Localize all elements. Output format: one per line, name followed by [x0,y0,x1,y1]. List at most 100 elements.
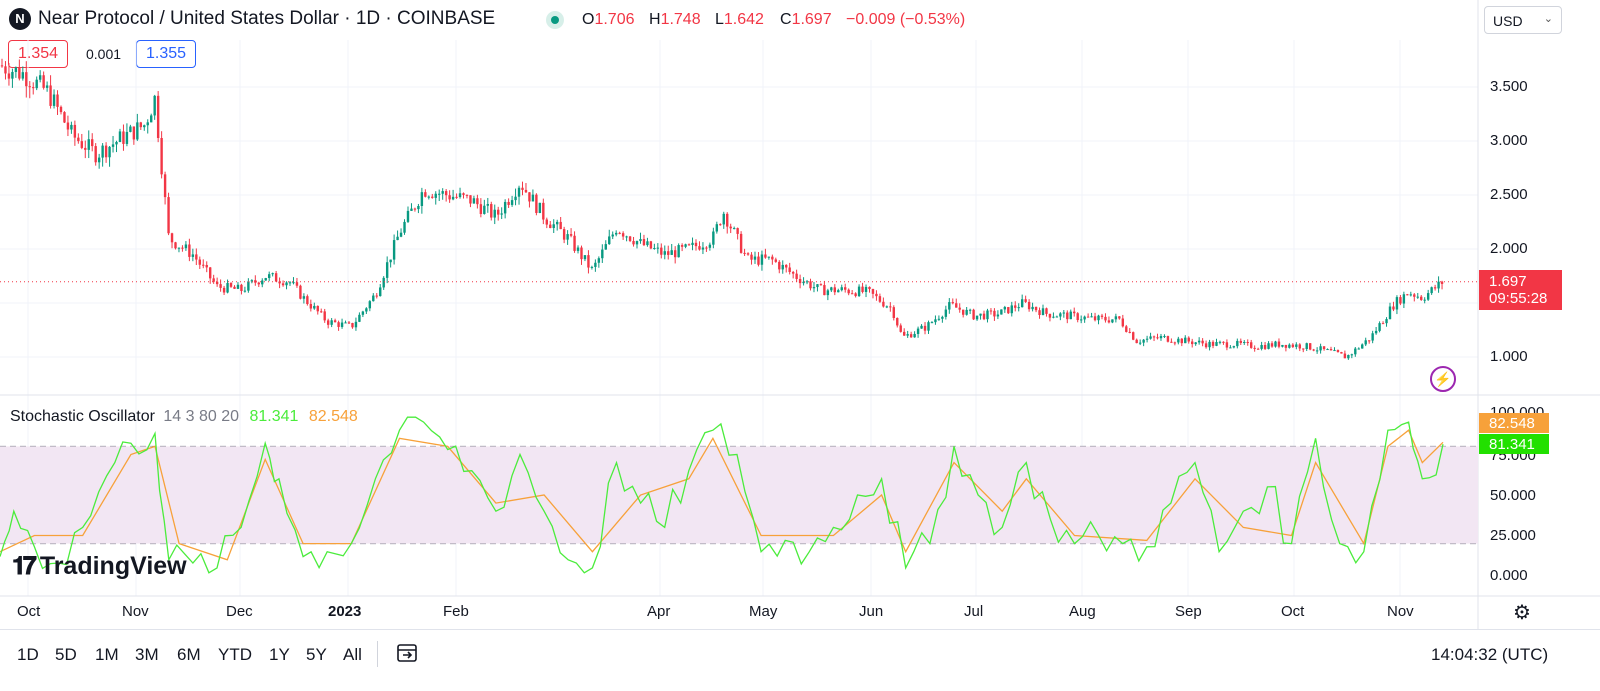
candle-body [63,112,66,123]
candle-body [1145,338,1149,340]
candle-body [614,232,618,235]
candle-body [444,191,448,196]
candle-body [538,202,542,213]
candle-body [535,194,538,213]
candle-body [1423,299,1426,301]
candle-body [209,267,212,279]
candle-body [736,228,739,234]
candle-body [302,296,306,299]
range-ytd-button[interactable]: YTD [218,645,252,664]
candle-body [934,319,937,323]
osc-tick: 0.000 [1490,567,1528,584]
range-5d-button[interactable]: 5D [55,645,77,664]
candle-body [382,277,385,288]
candle-body [930,322,934,324]
candle-body [212,278,215,282]
range-1m-button[interactable]: 1M [95,645,119,664]
candle-body [1236,340,1239,347]
tradingview-watermark[interactable]: 𝟏𝟕 TradingView [12,552,187,580]
price-tick: 2.000 [1490,240,1528,257]
candle-body [1326,349,1329,351]
candle-body [903,331,906,336]
candle-body [438,193,441,195]
ohlc-close: C1.697 [780,11,832,28]
candle-body [562,229,566,240]
candle-body [132,126,136,140]
candle-body [257,282,260,285]
candle-body [14,67,18,72]
settings-gear-icon[interactable]: ⚙ [1513,602,1531,624]
candle-body [84,147,87,150]
candle-body [521,187,524,190]
candle-body [385,262,389,278]
candle-body [878,296,882,302]
candle-body [760,254,764,265]
candle-body [1392,306,1395,310]
candle-body [743,252,746,254]
lightning-icon[interactable]: ⚡ [1430,366,1456,392]
candle-body [299,285,302,299]
range-3m-button[interactable]: 3M [135,645,159,664]
candle-body [365,308,368,312]
candle-body [847,289,850,294]
candle-body [1111,319,1114,323]
candle-body [556,221,559,225]
candle-body [833,287,836,293]
buy-price-button[interactable]: 1.355 [136,40,197,68]
candle-body [493,209,496,218]
time-tick: Oct [17,603,41,620]
candle-body [288,282,292,284]
utc-clock[interactable]: 14:04:32 (UTC) [1431,645,1549,664]
candle-body [611,234,614,237]
candle-body [594,262,597,267]
candle-body [465,194,469,196]
range-5y-button[interactable]: 5Y [306,645,327,664]
range-6m-button[interactable]: 6M [177,645,201,664]
time-tick: Nov [1387,603,1414,620]
oscillator-legend[interactable]: Stochastic Oscillator 14 3 80 20 81.341 … [10,408,358,425]
candle-body [923,325,927,331]
candle-body [1281,344,1284,347]
currency-select[interactable]: USD ⌄ [1484,6,1562,34]
candle-body [111,144,115,147]
candle-body [163,174,167,198]
candle-body [569,234,573,236]
candle-body [1079,319,1083,321]
range-1y-button[interactable]: 1Y [269,645,290,664]
go-to-date-icon[interactable] [395,640,419,664]
candle-body [472,198,476,204]
candle-body [982,313,986,320]
candle-body [396,236,399,241]
range-1d-button[interactable]: 1D [17,645,39,664]
candle-body [798,278,802,284]
candle-body [830,287,833,291]
candle-body [424,192,427,197]
candle-body [514,196,517,201]
candle-body [500,213,503,215]
range-all-button[interactable]: All [343,645,362,664]
candle-body [56,94,59,107]
candle-body [441,191,444,194]
divider [377,641,378,667]
candle-body [236,284,240,289]
candle-body [25,72,28,87]
candle-body [656,247,660,249]
candle-body [323,311,326,321]
candle-body [337,322,340,327]
chevron-down-icon: ⌄ [1543,13,1553,25]
candle-body [344,322,347,324]
chart-canvas[interactable] [0,0,1600,630]
candle-body [653,248,656,250]
candle-body [1364,340,1367,345]
candle-body [573,235,576,251]
candle-body [1163,336,1166,338]
candle-body [11,71,14,79]
candle-body [351,323,354,328]
symbol-title[interactable]: Near Protocol / United States Dollar · 1… [38,8,496,29]
candle-body [413,208,417,210]
candle-body [670,250,673,255]
candle-body [1170,341,1173,343]
candle-body [215,281,219,285]
candle-body [431,196,434,198]
candle-body [1402,294,1406,304]
